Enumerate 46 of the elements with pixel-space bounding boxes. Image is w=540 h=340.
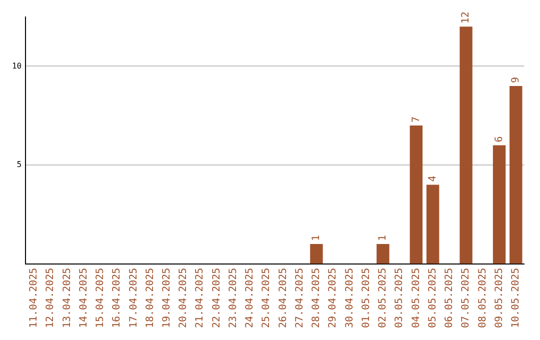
data-label: 4 [427, 176, 438, 182]
x-tick-label: 05.05.2025 [427, 268, 438, 328]
data-label: 12 [460, 12, 472, 24]
x-tick-label: 30.04.2025 [344, 268, 356, 328]
x-tick-label: 29.04.2025 [328, 268, 339, 328]
x-tick-label: 13.04.2025 [62, 268, 73, 328]
y-tick-label: 10 [12, 61, 22, 70]
x-tick-label: 07.05.2025 [460, 268, 472, 328]
x-tick-label: 02.05.2025 [378, 268, 389, 328]
x-tick-label: 25.04.2025 [261, 268, 272, 328]
data-label: 7 [410, 116, 422, 122]
data-label: 9 [510, 76, 522, 83]
bar [492, 145, 506, 264]
x-tick-label: 26.04.2025 [278, 268, 289, 328]
bar [426, 184, 440, 264]
x-tick-label: 21.04.2025 [194, 268, 206, 328]
data-label: 1 [311, 235, 322, 242]
x-tick-label: 03.05.2025 [394, 268, 406, 328]
x-tick-label: 11.04.2025 [28, 268, 40, 328]
x-tick-label: 17.04.2025 [128, 268, 140, 328]
x-tick-label: 23.04.2025 [228, 268, 239, 328]
bar [376, 244, 390, 264]
x-tick-label: 01.05.2025 [360, 268, 372, 328]
x-tick-label: 18.04.2025 [144, 268, 156, 328]
x-tick-label: 20.04.2025 [178, 268, 190, 328]
x-tick-label: 10.05.2025 [510, 268, 522, 328]
data-label: 6 [494, 136, 505, 142]
x-tick-label: 06.05.2025 [444, 268, 456, 328]
data-label: 1 [378, 235, 389, 242]
x-tick-label: 24.04.2025 [244, 268, 256, 328]
x-tick-label: 08.05.2025 [477, 268, 488, 328]
x-tick-label: 22.04.2025 [211, 268, 222, 328]
x-tick-label: 09.05.2025 [494, 268, 505, 328]
x-tick-label: 27.04.2025 [294, 268, 306, 328]
y-tick-label: 5 [16, 160, 22, 170]
x-tick-label: 15.04.2025 [95, 268, 106, 328]
x-tick-label: 04.05.2025 [410, 268, 422, 328]
x-tick-label: 12.04.2025 [45, 268, 56, 328]
x-tick-label: 28.04.2025 [311, 268, 322, 328]
x-tick-label: 16.04.2025 [112, 268, 123, 328]
bar [460, 26, 472, 264]
bar [410, 125, 423, 264]
bar [510, 86, 522, 264]
x-tick-label: 19.04.2025 [161, 268, 172, 328]
x-tick-label: 14.04.2025 [78, 268, 90, 328]
bar [310, 244, 323, 264]
